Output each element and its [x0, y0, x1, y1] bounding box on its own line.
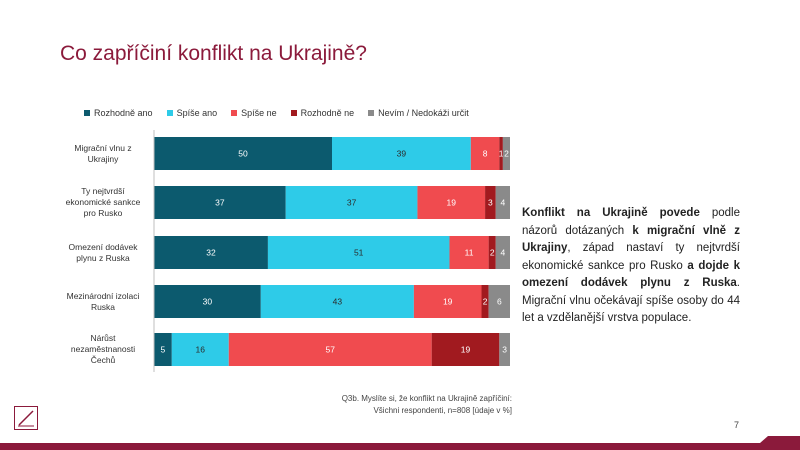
- data-label: 4: [501, 198, 506, 208]
- data-label: 4: [501, 248, 506, 258]
- source-question: Q3b. Myslíte si, že konflikt na Ukrajině…: [341, 394, 512, 403]
- legend-swatch: [368, 110, 375, 116]
- footer-band: [0, 436, 800, 450]
- legend-item: Nevím / Nedokáži určit: [368, 108, 469, 118]
- bar-segment: [495, 186, 510, 219]
- summary-text-3: . Migrační vlnu očekávají spíše osoby do…: [522, 277, 740, 324]
- data-label: 57: [325, 345, 335, 355]
- summary-text: Konflikt na Ukrajině povede podle názorů…: [522, 205, 740, 328]
- category-label: Nárůst nezaměstnanosti Čechů: [58, 333, 148, 366]
- bar-segment: [413, 285, 482, 318]
- data-label: 6: [497, 297, 502, 307]
- category-label: Omezení dodávek plynu z Ruska: [58, 236, 148, 269]
- data-label: 1: [499, 149, 504, 159]
- data-label: 19: [461, 345, 471, 355]
- bar-segment: [470, 137, 500, 170]
- summary-bold-2: k migrační vlně z Ukrajiny: [522, 224, 740, 255]
- category-label: Mezinárodní izolaci Ruska: [58, 285, 148, 318]
- legend-label: Spíše ne: [241, 108, 277, 118]
- category-label-line: Ukrajiny: [87, 153, 119, 164]
- legend-swatch: [290, 110, 297, 116]
- data-label: 2: [490, 248, 495, 258]
- summary-bold-1: Konflikt na Ukrajině povede: [522, 207, 700, 219]
- legend-item: Rozhodně ano: [84, 108, 153, 118]
- category-label-line: Ruska: [90, 301, 116, 312]
- category-label-line: ekonomické sankce: [65, 197, 141, 207]
- category-label: Migrační vlnu z Ukrajiny: [58, 137, 148, 170]
- legend-item: Spíše ano: [166, 108, 218, 118]
- category-label-line: Ty nejtvrdší: [81, 186, 125, 196]
- data-label: 51: [354, 248, 364, 258]
- bar-segment: [332, 137, 471, 170]
- data-label: 30: [203, 297, 213, 307]
- data-label: 32: [206, 248, 216, 258]
- summary-text-1: podle názorů dotázaných: [522, 207, 740, 237]
- data-label: 3: [502, 345, 507, 355]
- page-number: 7: [734, 420, 740, 430]
- legend-item: Rozhodně ne: [290, 108, 355, 118]
- bar-segment: [228, 333, 432, 366]
- data-label: 8: [483, 149, 488, 159]
- bar-segment: [154, 137, 332, 170]
- bar-segment: [154, 236, 268, 269]
- data-label: 39: [397, 149, 407, 159]
- data-label: 2: [504, 149, 509, 159]
- bar-segment: [417, 186, 486, 219]
- category-label-line: pro Rusko: [83, 208, 123, 218]
- legend-swatch: [166, 110, 173, 116]
- page-title: Co zapříčiní konflikt na Ukrajině?: [60, 42, 367, 65]
- category-label-line: nezaměstnanosti: [70, 344, 136, 354]
- bar-segment: [260, 285, 414, 318]
- bar-segment: [488, 236, 496, 269]
- category-label-line: Migrační vlnu z: [74, 142, 132, 153]
- data-label: 11: [465, 248, 474, 258]
- category-label-line: plynu z Ruska: [76, 252, 130, 263]
- category-label: Ty nejtvrdší ekonomické sankce pro Rusko: [58, 186, 148, 219]
- legend-label: Nevím / Nedokáži určit: [378, 108, 469, 118]
- data-label: 43: [333, 297, 343, 307]
- legend-swatch: [231, 110, 238, 116]
- bar-segment: [154, 186, 286, 219]
- data-label: 50: [238, 149, 248, 159]
- logo-icon: [14, 406, 38, 430]
- data-label: 19: [447, 198, 457, 208]
- bar-segment: [154, 285, 261, 318]
- data-label: 37: [347, 198, 357, 208]
- legend-swatch: [84, 110, 90, 116]
- source-note: Q3b. Myslíte si, že konflikt na Ukrajině…: [300, 393, 512, 417]
- bar-segment: [495, 236, 510, 269]
- bar-segment: [267, 236, 450, 269]
- summary-text-2: , západ nastaví ty nejtvrdší ekonomické …: [522, 242, 740, 272]
- data-label: 2: [483, 297, 488, 307]
- bar-segment: [481, 285, 489, 318]
- legend-item: Spíše ne: [231, 108, 277, 118]
- stacked-bar-chart: 50 39 8 1 237 37 19 3 432 51 11 2 430 43 19 2 65 16 57 19 3: [153, 130, 510, 372]
- category-label-line: Omezení dodávek: [68, 241, 138, 252]
- bar-segment: [499, 333, 510, 366]
- data-label: 19: [443, 297, 453, 307]
- chart-legend: Rozhodně ano Spíše ano Spíše ne Rozhodně ne…: [84, 106, 483, 120]
- bar-segment: [171, 333, 229, 366]
- summary-bold-3: a dojde k omezení dodávek plynu z Ruska: [522, 259, 740, 290]
- bar-segment: [285, 186, 418, 219]
- data-label: 37: [215, 198, 225, 208]
- category-label-line: Nárůst: [90, 333, 116, 343]
- legend-label: Rozhodně ne: [300, 108, 355, 118]
- bar-segment: [502, 137, 510, 170]
- data-label: 5: [161, 345, 166, 355]
- category-label-line: Mezinárodní izolaci: [66, 290, 140, 301]
- bar-segment: [154, 333, 172, 366]
- bar-segment: [499, 137, 503, 170]
- data-label: 3: [488, 198, 493, 208]
- legend-label: Rozhodně ano: [94, 108, 153, 118]
- category-label-line: Čechů: [90, 355, 116, 365]
- bar-segment: [485, 186, 496, 219]
- data-label: 16: [196, 345, 206, 355]
- legend-label: Spíše ano: [176, 108, 218, 118]
- bar-segment: [431, 333, 500, 366]
- bar-segment: [449, 236, 489, 269]
- bar-segment: [488, 285, 510, 318]
- source-sample: Všichni respondenti, n=808 [údaje v %]: [373, 406, 512, 415]
